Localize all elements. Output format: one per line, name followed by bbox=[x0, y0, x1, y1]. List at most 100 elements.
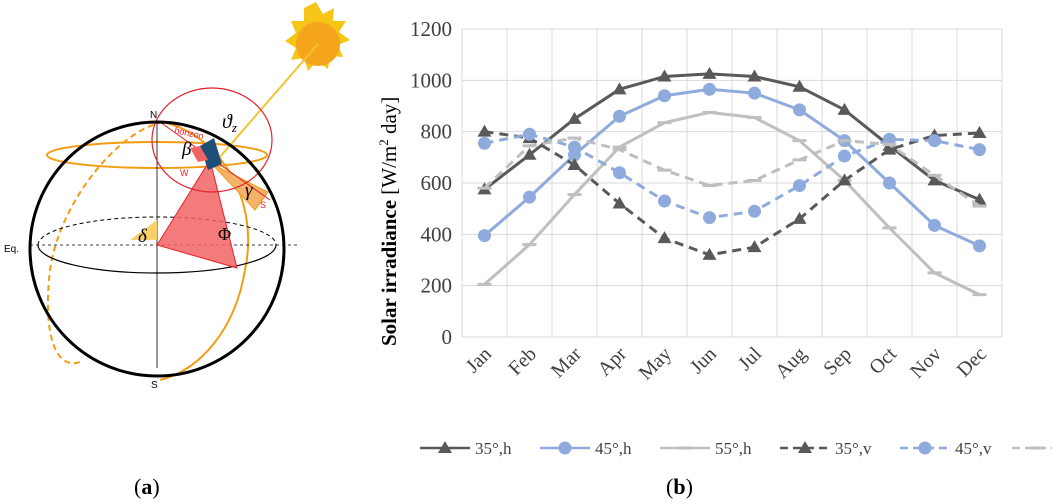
data-point bbox=[748, 204, 761, 218]
panel-a-caption: (a) bbox=[134, 474, 160, 499]
north-label: N bbox=[150, 110, 157, 121]
data-point bbox=[972, 125, 987, 138]
y-tick-label: 800 bbox=[421, 120, 453, 144]
data-point bbox=[567, 158, 582, 171]
data-point bbox=[478, 229, 491, 243]
data-point bbox=[613, 166, 626, 180]
series-35°,h bbox=[477, 66, 987, 205]
data-point bbox=[657, 231, 672, 244]
data-point bbox=[658, 89, 671, 103]
data-point bbox=[567, 111, 582, 124]
x-tick-label: Oct bbox=[865, 343, 901, 379]
data-point bbox=[928, 134, 941, 148]
data-point bbox=[702, 66, 717, 79]
legend-item: 55°,v bbox=[1012, 446, 1052, 450]
phi-label: Φ bbox=[218, 224, 231, 244]
x-tick-label: Nov bbox=[906, 343, 946, 383]
data-point bbox=[522, 147, 537, 160]
y-tick-label: 1200 bbox=[410, 17, 452, 41]
legend-label: 45°,h bbox=[595, 439, 632, 458]
data-point bbox=[477, 124, 492, 137]
y-axis-label: Solar irradiance [W/m2 day] bbox=[376, 97, 401, 346]
chart-legend: 35°,h 45°,h 55°,h 35°,v 45°,v 55°,v bbox=[420, 439, 1052, 458]
data-point bbox=[883, 132, 896, 146]
data-point bbox=[612, 196, 627, 209]
zenith-angle-label: ϑz bbox=[222, 111, 237, 135]
x-tick-label: Feb bbox=[504, 343, 541, 380]
x-tick-label: May bbox=[635, 343, 676, 384]
data-point bbox=[837, 173, 852, 186]
series-45°,v bbox=[478, 127, 986, 225]
data-point bbox=[882, 142, 897, 155]
data-point bbox=[792, 79, 807, 92]
series-line bbox=[484, 132, 980, 220]
y-tick-label: 1000 bbox=[410, 68, 452, 92]
data-point bbox=[918, 441, 932, 455]
legend-item: 35°,h bbox=[420, 439, 512, 458]
data-point bbox=[612, 82, 627, 95]
data-point bbox=[568, 140, 581, 154]
sun-icon bbox=[285, 2, 350, 71]
beta-label: β bbox=[181, 139, 192, 160]
series-55°,h bbox=[477, 110, 987, 297]
series-line bbox=[483, 136, 981, 208]
x-axis-ticks: Jan Feb Mar Apr May Jun Jul Aug Sep Oct Nov Dec bbox=[462, 343, 991, 385]
celestial-sphere-diagram: N S Eq. horizon W S β γ δ Φ ϑz bbox=[4, 2, 350, 391]
data-point bbox=[613, 109, 626, 123]
data-point bbox=[658, 194, 671, 208]
south-direction-label: S bbox=[260, 200, 266, 210]
data-point bbox=[702, 247, 717, 260]
data-point bbox=[793, 179, 806, 193]
legend-item: 55°,h bbox=[660, 439, 752, 458]
legend-label: 35°,v bbox=[835, 439, 872, 458]
data-point bbox=[928, 218, 941, 232]
x-tick-label: Aug bbox=[771, 343, 811, 383]
panel-b-caption: (b) bbox=[666, 474, 693, 499]
series-line bbox=[483, 110, 981, 296]
latitude-wedge bbox=[156, 158, 238, 269]
legend-item: 45°,h bbox=[540, 439, 632, 458]
data-point bbox=[558, 441, 572, 455]
data-point bbox=[793, 103, 806, 117]
series-line bbox=[483, 87, 981, 248]
legend-label: 35°,h bbox=[475, 439, 512, 458]
y-tick-label: 0 bbox=[442, 325, 453, 349]
horizon-circle bbox=[151, 87, 273, 193]
data-point bbox=[798, 441, 812, 453]
data-point bbox=[657, 69, 672, 82]
data-point bbox=[747, 240, 762, 253]
x-tick-label: Jan bbox=[462, 343, 496, 377]
irradiance-chart: 0 200 400 600 800 1000 1200 Jan Feb Mar Apr May Jun… bbox=[376, 17, 1052, 458]
data-point bbox=[478, 136, 491, 150]
data-point bbox=[972, 192, 987, 205]
legend-label: 55°,h bbox=[715, 439, 752, 458]
x-tick-label: Jul bbox=[734, 343, 766, 375]
series-55°,v bbox=[477, 136, 987, 208]
y-axis-ticks: 0 200 400 600 800 1000 1200 bbox=[410, 17, 452, 349]
solar-panel bbox=[200, 138, 222, 170]
data-point bbox=[973, 143, 986, 157]
declination-wedge bbox=[130, 220, 157, 240]
data-point bbox=[523, 127, 536, 141]
series-line bbox=[484, 130, 980, 257]
x-tick-label: Sep bbox=[819, 343, 856, 380]
data-point bbox=[838, 149, 851, 163]
sphere-outline bbox=[28, 120, 286, 378]
sun-beam bbox=[211, 43, 319, 167]
tilt-wedge bbox=[190, 146, 208, 162]
x-tick-label: Mar bbox=[547, 343, 586, 382]
data-point bbox=[747, 69, 762, 82]
gamma-label: γ bbox=[245, 180, 253, 201]
data-point bbox=[927, 173, 942, 186]
data-point bbox=[973, 239, 986, 253]
series-line bbox=[483, 72, 981, 202]
y-tick-label: 600 bbox=[421, 171, 453, 195]
y-tick-label: 200 bbox=[421, 274, 453, 298]
x-tick-label: Apr bbox=[593, 343, 631, 381]
data-point bbox=[703, 82, 716, 96]
data-point bbox=[792, 211, 807, 224]
legend-item: 45°,v bbox=[900, 439, 992, 458]
data-point bbox=[883, 176, 896, 190]
legend-item: 35°,v bbox=[780, 439, 872, 458]
